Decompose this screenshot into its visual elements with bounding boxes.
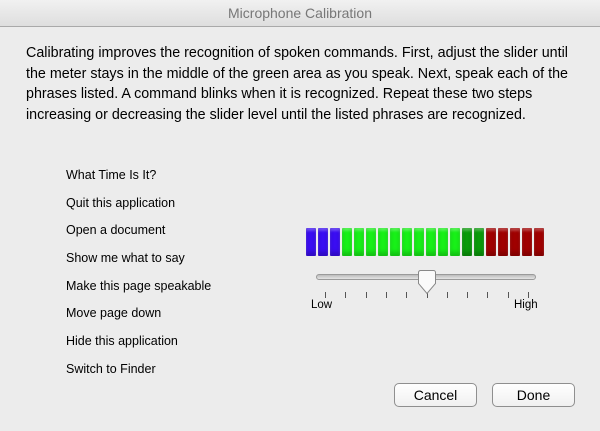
- instructions-text: Calibrating improves the recognition of …: [26, 45, 569, 123]
- slider-tick: [528, 292, 529, 298]
- slider-tick: [365, 292, 367, 298]
- meter-segment: [522, 228, 532, 256]
- slider-tick: [406, 292, 408, 298]
- phrase-item: Switch to Finder: [66, 361, 156, 376]
- phrase-item: Open a document: [66, 223, 166, 238]
- slider-tick: [345, 292, 347, 298]
- phrase-item: Quit this application: [66, 195, 176, 210]
- meter-segment: [330, 228, 340, 256]
- meter-segment: [486, 228, 496, 256]
- slider-max-label: High: [514, 299, 538, 311]
- meter-segment: [366, 228, 376, 256]
- done-button[interactable]: Done: [492, 383, 575, 407]
- slider-tick: [487, 292, 489, 298]
- meter-segment: [318, 228, 328, 256]
- meter-segment: [450, 228, 460, 256]
- meter-segment: [426, 228, 436, 256]
- level-meter: [306, 228, 544, 256]
- slider-tick: [467, 292, 469, 298]
- slider-min-label: Low: [311, 299, 333, 311]
- phrase-item: Show me what to say: [66, 251, 185, 266]
- meter-segment: [354, 228, 364, 256]
- slider-tick: [507, 292, 509, 298]
- meter-segment: [534, 228, 544, 256]
- phrase-item: Move page down: [66, 306, 162, 321]
- meter-segment: [390, 228, 400, 256]
- phrase-item: Hide this application: [66, 334, 178, 349]
- phrase-item: Make this page speakable: [66, 278, 212, 293]
- phrase-list: What Time Is It? Quit this application Ope…: [66, 165, 211, 387]
- meter-segment: [306, 228, 316, 256]
- meter-segment: [342, 228, 352, 256]
- slider-tick: [446, 292, 448, 298]
- slider-tick: [385, 292, 387, 298]
- phrase-item: What Time Is It?: [66, 168, 157, 182]
- meter-segment: [462, 228, 472, 256]
- slider-tick: [426, 292, 428, 298]
- window-title: Microphone Calibration: [0, 0, 600, 27]
- meter-segment: [474, 228, 484, 256]
- meter-segment: [510, 228, 520, 256]
- meter-segment: [402, 228, 412, 256]
- meter-segment: [414, 228, 424, 256]
- meter-segment: [378, 228, 388, 256]
- meter-segment: [498, 228, 508, 256]
- cancel-button[interactable]: Cancel: [394, 383, 477, 407]
- meter-segment: [438, 228, 448, 256]
- slider-tick: [325, 292, 326, 298]
- slider-thumb[interactable]: [417, 270, 437, 296]
